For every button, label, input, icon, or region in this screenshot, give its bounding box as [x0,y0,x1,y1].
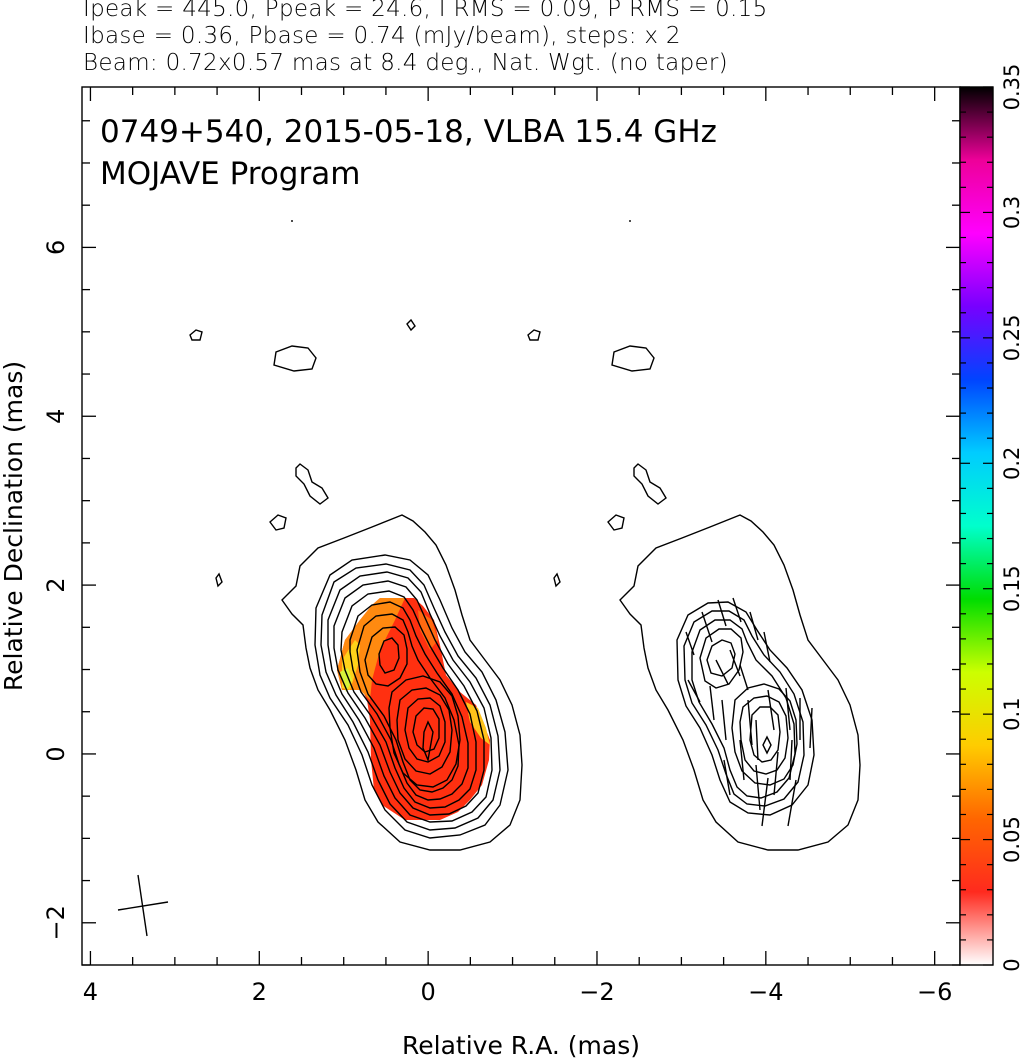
y-tick-label: 2 [42,577,70,592]
chart-title: 0749+540, 2015-05-18, VLBA 15.4 GHz [100,114,717,150]
polarization-region-yellow-edge [466,702,490,745]
colorbar [959,86,994,966]
x-tick-label: −2 [579,978,614,1006]
evpa-vectors [685,597,813,827]
colorbar-axis: 0 0.05 0.1 0.15 0.2 0.25 0.3 0.35 [960,64,1021,972]
y-tick-label: 6 [42,240,70,255]
header-line-1: Ipeak = 445.0, Ppeak = 24.6, I RMS = 0.0… [83,0,768,22]
y-axis-label: Relative Declination (mas) [0,361,28,691]
plot-frame [81,86,961,966]
chart-subtitle: MOJAVE Program [100,156,360,192]
colorbar-tick-label: 0.05 [1000,816,1021,863]
x-axis-label: Relative R.A. (mas) [402,1031,640,1060]
total-intensity-contours-left [189,220,523,851]
polarization-region-orange-patch [418,610,438,650]
polarization-region-green-yellow [340,668,352,692]
y-axis: −2 0 2 4 6 [42,120,960,966]
colorbar-tick-label: 0.35 [1000,64,1021,111]
colorbar-tick-label: 0.25 [1000,314,1021,361]
colorbar-tick-label: 0.15 [1000,565,1021,612]
x-tick-label: 0 [420,978,435,1006]
colorbar-tick-label: 0.1 [1000,697,1021,730]
header-line-2: Ibase = 0.36, Pbase = 0.74 (mJy/beam), s… [83,23,681,49]
y-tick-label: −2 [42,905,70,940]
x-tick-label: 4 [83,978,98,1006]
beam-marker [117,874,169,937]
colorbar-tick-label: 0.2 [1000,447,1021,480]
y-tick-label: 4 [42,409,70,424]
polarized-intensity-contours-right [527,220,861,851]
x-tick-label: −4 [748,978,783,1006]
x-tick-label: −6 [917,978,952,1006]
colorbar-tick-label: 0 [1000,958,1021,971]
x-tick-label: 2 [252,978,267,1006]
colorbar-tick-label: 0.3 [1000,196,1021,229]
header-line-3: Beam: 0.72x0.57 mas at 8.4 deg., Nat. Wg… [83,50,728,76]
y-tick-label: 0 [42,746,70,761]
x-axis: 4 2 0 −2 −4 −6 [83,87,952,1006]
